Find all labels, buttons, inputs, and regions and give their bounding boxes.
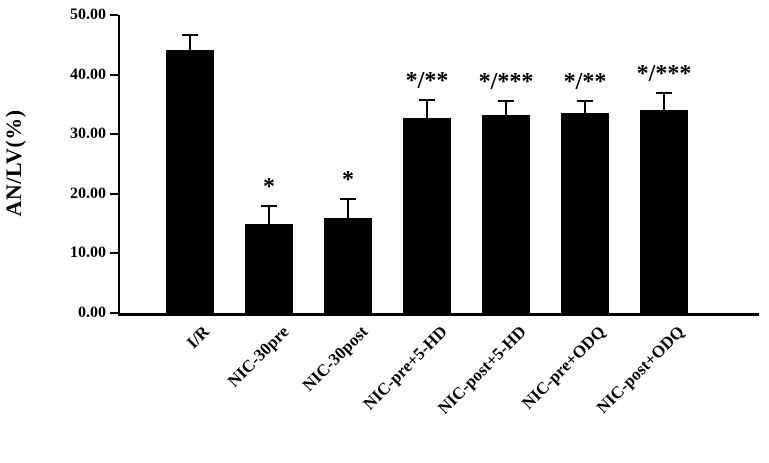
y-tick-label: 30.00: [70, 125, 106, 143]
significance-annotation: *: [263, 173, 275, 200]
error-bar-line: [189, 34, 191, 50]
y-tick-label: 10.00: [70, 244, 106, 262]
y-tick-label: 50.00: [70, 6, 106, 23]
error-bar-cap: [577, 99, 593, 102]
y-tick-label: 0.00: [78, 304, 106, 321]
y-tick-label: 40.00: [70, 65, 106, 83]
error-bar-line: [426, 100, 428, 118]
x-category-label: NIC-30pre: [223, 322, 293, 391]
error-bar-line: [663, 93, 665, 110]
significance-annotation: *: [342, 166, 354, 193]
error-bar-line: [347, 198, 349, 218]
significance-annotation: */***: [478, 68, 534, 95]
error-bar-line: [584, 100, 586, 113]
bar: [166, 49, 214, 313]
y-tick-label: 20.00: [70, 184, 106, 202]
x-category-label: NIC-30post: [298, 322, 372, 395]
y-tick-mark: [110, 133, 118, 136]
error-bar-cap: [182, 33, 198, 36]
x-category-label: I/R: [183, 322, 214, 353]
bar: [640, 109, 688, 313]
bar: [482, 115, 530, 313]
y-tick-mark: [110, 14, 118, 16]
error-bar-cap: [656, 92, 672, 95]
error-bar-cap: [340, 197, 356, 200]
significance-annotation: */***: [636, 61, 692, 88]
y-tick-mark: [110, 312, 118, 314]
bar: [403, 117, 451, 313]
significance-annotation: */**: [563, 68, 607, 95]
y-tick-mark: [110, 252, 118, 255]
error-bar-line: [505, 100, 507, 116]
y-axis-title: AN/LV(%): [1, 109, 26, 217]
error-bar-cap: [419, 99, 435, 102]
y-tick-mark: [110, 192, 118, 195]
error-bar-line: [268, 205, 270, 224]
error-bar-cap: [261, 204, 277, 207]
bar: [561, 112, 609, 313]
error-bar-cap: [498, 99, 514, 102]
bar: [324, 217, 372, 313]
bar: [245, 223, 293, 313]
y-tick-mark: [110, 73, 118, 76]
significance-annotation: */**: [405, 68, 449, 95]
plot-area: * * */** */*** */** */***: [118, 15, 759, 316]
